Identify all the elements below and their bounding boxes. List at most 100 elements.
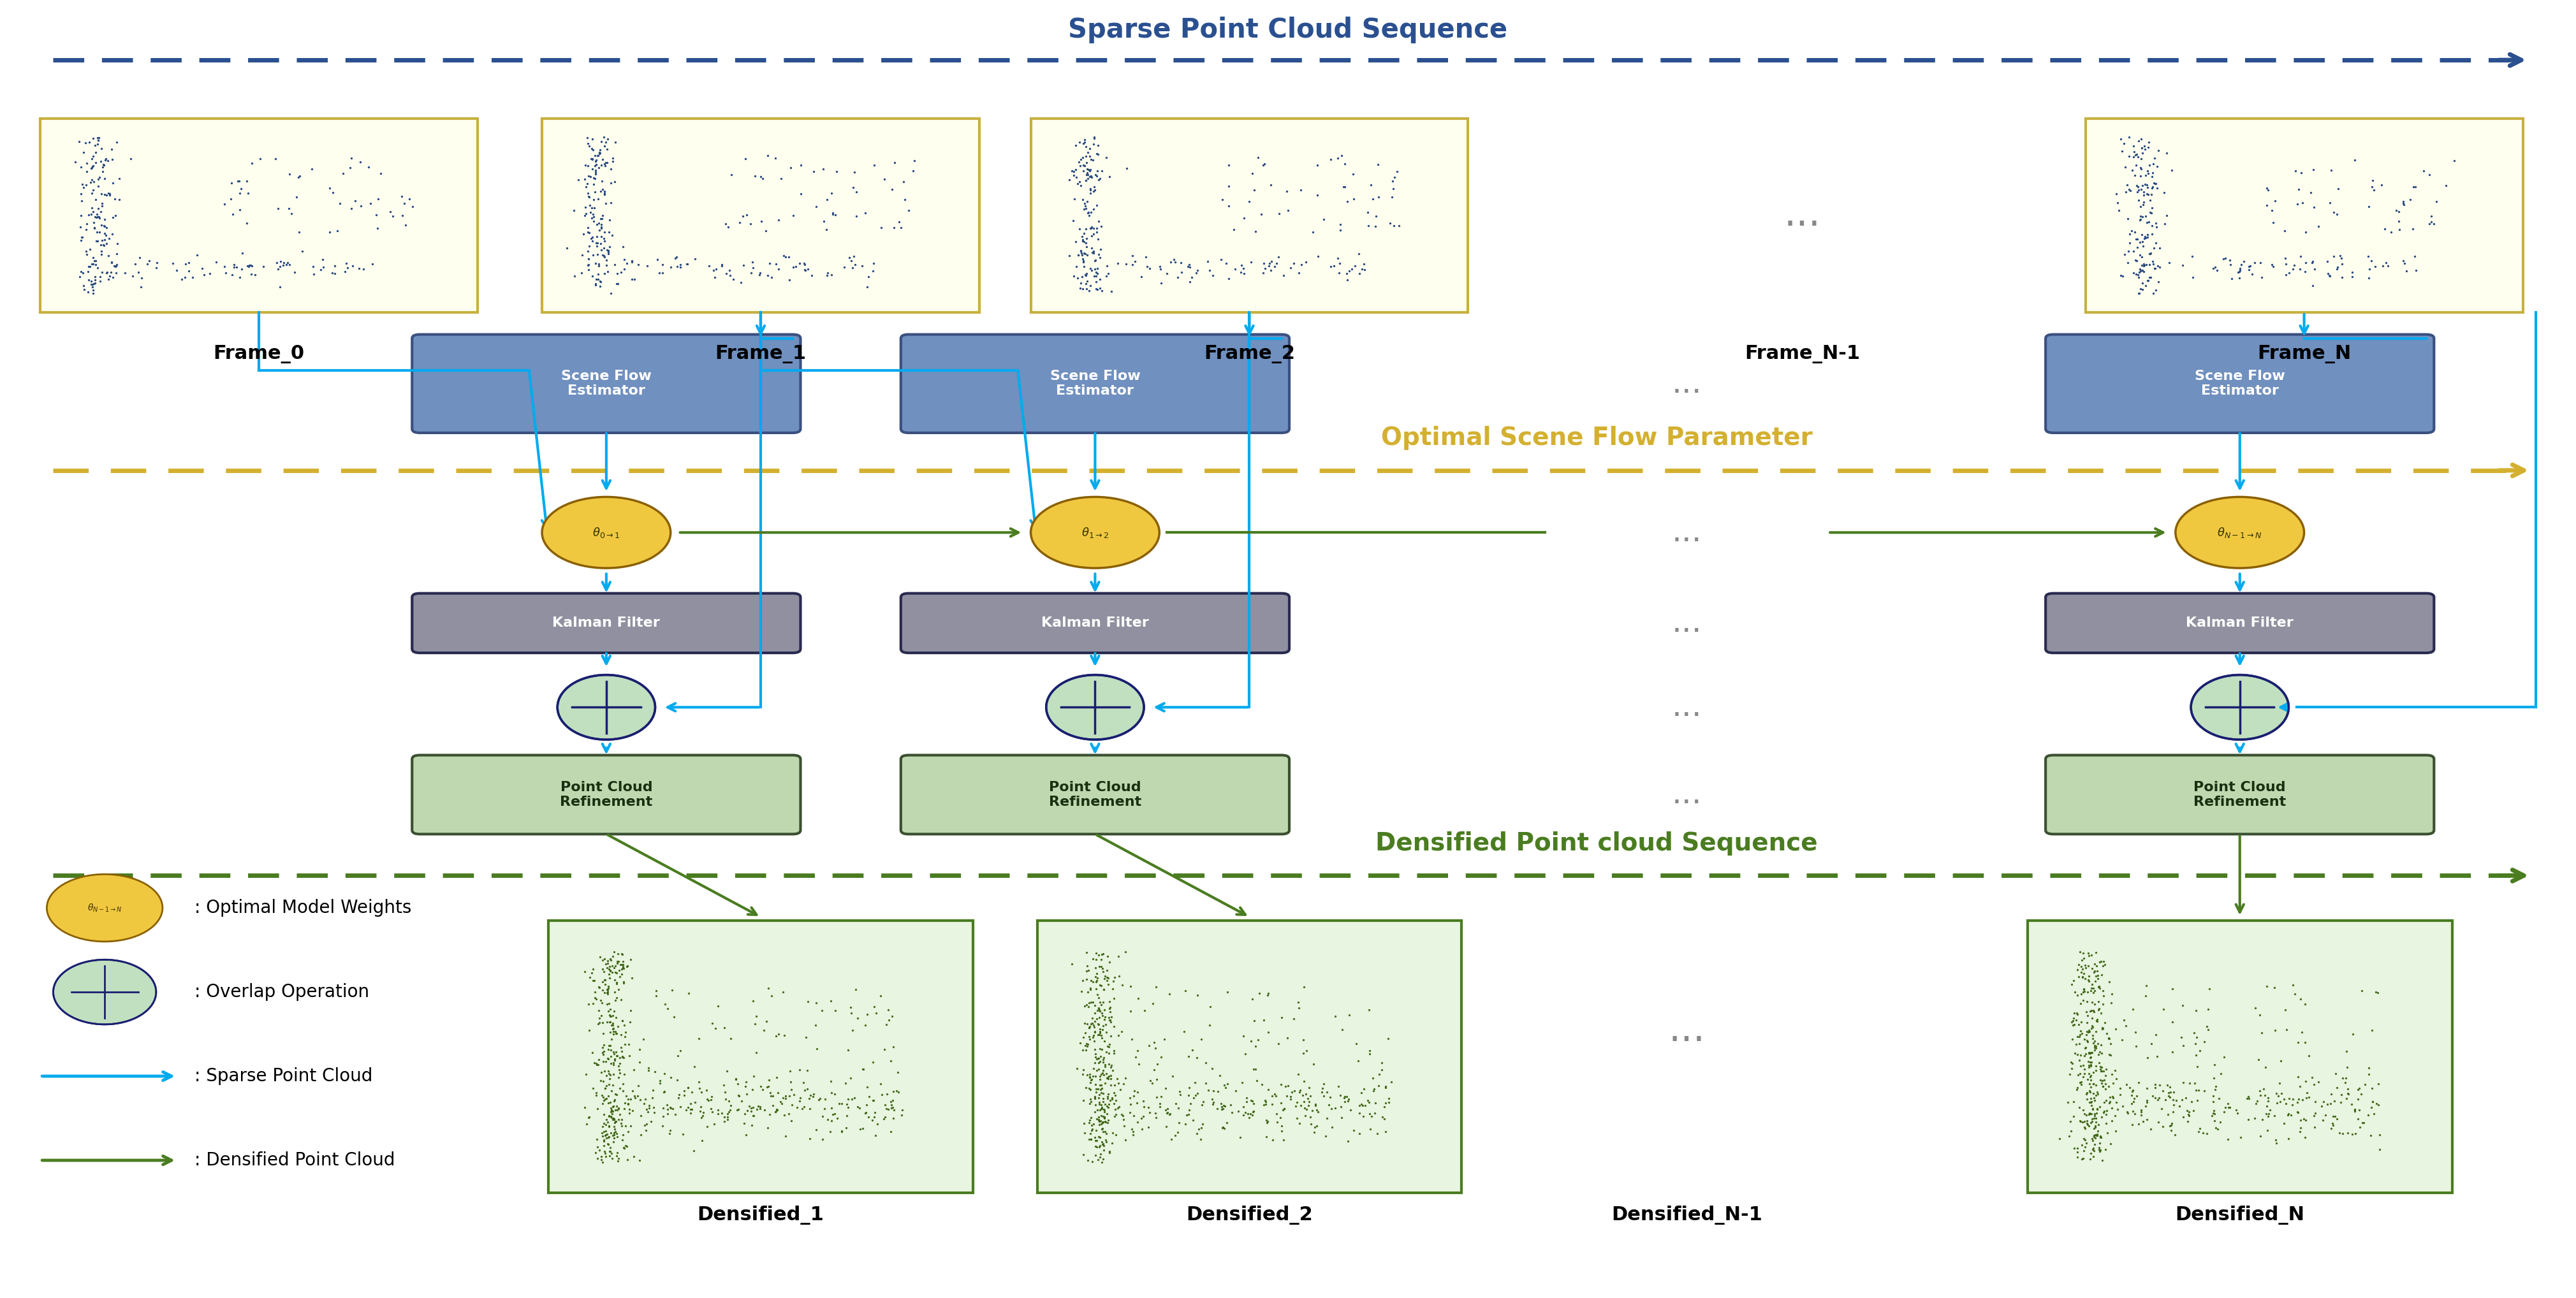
Point [1260,1007,1301,1028]
Point [827,1040,868,1060]
Point [1079,1051,1121,1072]
Point [2063,1147,2105,1168]
Point [598,1127,639,1147]
Point [2210,251,2251,271]
Point [585,247,626,267]
Point [595,1049,636,1070]
Point [90,184,131,205]
Point [2285,252,2326,273]
Point [2079,1041,2120,1062]
Point [2071,1015,2112,1036]
Point [1056,267,1097,288]
Point [2058,1110,2099,1131]
Point [1084,1094,1126,1115]
Point [590,1053,631,1073]
Point [1077,970,1118,990]
Point [2076,1103,2117,1124]
Point [1061,190,1103,210]
Point [580,141,621,162]
Point [1324,153,1365,174]
Text: Optimal Scene Flow Parameter: Optimal Scene Flow Parameter [1381,426,1814,450]
Point [2117,228,2159,249]
Point [592,1005,634,1025]
Point [644,993,685,1014]
Point [582,1071,623,1092]
Point [1064,130,1105,151]
Point [626,256,667,276]
Point [603,971,644,992]
Point [1208,981,1249,1002]
Point [1064,195,1105,215]
Point [2120,158,2161,179]
Point [1072,1014,1113,1035]
Point [577,188,618,209]
Point [770,1079,811,1099]
Point [1244,253,1285,274]
Point [1064,996,1105,1016]
Point [582,1037,623,1058]
Point [2138,1089,2179,1110]
Point [2367,256,2409,276]
Point [1370,187,1412,208]
Point [1327,191,1368,212]
Point [2352,170,2393,191]
Point [1092,971,1133,992]
Point [1072,1058,1113,1079]
Point [2264,1089,2306,1110]
Point [719,212,760,232]
Point [2195,257,2236,278]
FancyBboxPatch shape [2087,118,2522,313]
Point [572,231,613,252]
Point [590,1081,631,1102]
Point [1079,998,1121,1019]
Point [2293,196,2334,217]
Point [2326,1123,2367,1144]
Point [2058,1050,2099,1071]
Point [1159,1084,1200,1105]
Point [2251,200,2293,221]
Point [582,1023,623,1044]
Point [1059,278,1100,299]
Point [732,1115,773,1136]
Point [1077,979,1118,999]
Point [85,225,126,245]
Point [1051,161,1092,182]
Point [1066,961,1108,981]
Point [585,184,626,205]
Point [1319,219,1360,240]
Point [1082,1079,1123,1099]
Point [85,209,126,230]
Point [1144,1029,1185,1050]
Point [2295,258,2336,279]
Point [580,946,621,967]
Point [1260,1075,1301,1096]
Point [180,258,222,279]
Point [80,271,121,292]
Point [2079,1127,2120,1147]
Point [77,127,118,148]
Point [1244,1010,1285,1031]
Point [2110,223,2151,244]
Point [1090,1057,1131,1077]
Point [2061,993,2102,1014]
Point [1355,1103,1396,1124]
Point [2424,175,2465,196]
Point [1061,226,1103,247]
Point [2087,1090,2128,1111]
Point [2148,252,2190,273]
Point [2061,957,2102,977]
Point [229,263,270,284]
Point [82,161,124,182]
Point [211,204,252,225]
Point [582,1042,623,1063]
Point [1079,1084,1121,1105]
Point [1082,1019,1123,1040]
Point [1082,1038,1123,1059]
Point [1273,1080,1314,1101]
Point [737,1006,778,1027]
Point [1084,1121,1126,1142]
Point [1234,1101,1275,1121]
Point [866,1015,907,1036]
Point [2264,254,2306,275]
Point [222,243,263,263]
